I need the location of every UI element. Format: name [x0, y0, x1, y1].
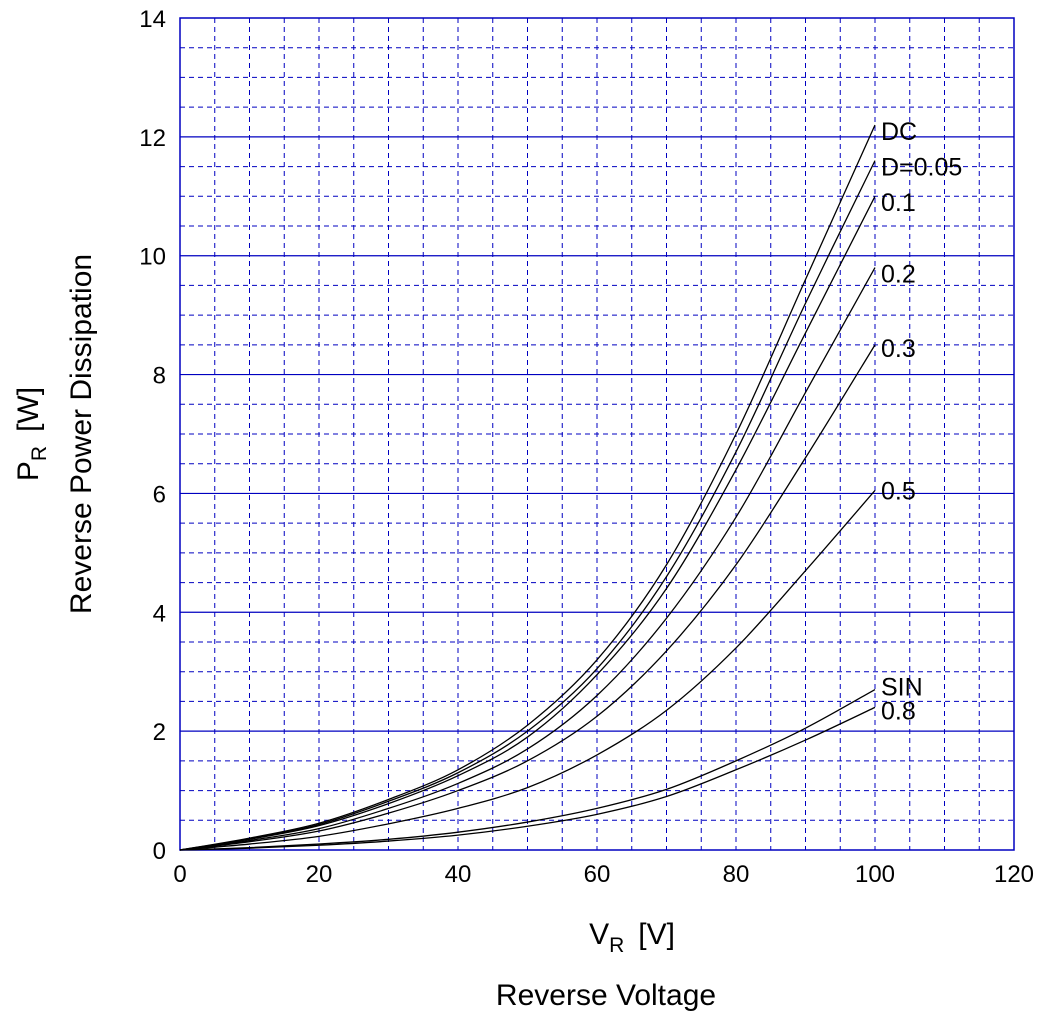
svg-text:VR[V]: VR [V]: [589, 918, 675, 957]
y-tick-label: 2: [153, 719, 166, 746]
x-axis-title: Reverse Voltage: [496, 979, 716, 1012]
plot-frame: [179, 17, 1015, 851]
series-label: SIN: [881, 674, 923, 702]
series-line: [179, 344, 876, 851]
x-axis-symbol: V: [589, 918, 609, 951]
y-axis-title: Reverse Power Dissipation: [65, 254, 98, 614]
series-line: [179, 124, 876, 851]
series-line: [179, 688, 876, 851]
series-line: [179, 490, 876, 851]
y-tick-label: 14: [139, 6, 166, 33]
x-tick-label: 40: [445, 861, 472, 888]
series-line: [179, 706, 876, 851]
y-axis-symbol: P: [12, 461, 45, 481]
x-tick-label: 60: [584, 861, 611, 888]
x-tick-label: 120: [994, 861, 1034, 888]
y-tick-label: 12: [139, 125, 166, 152]
series-label: DC: [881, 118, 917, 146]
series-label: 0.8: [881, 697, 916, 725]
x-tick-label: 20: [306, 861, 333, 888]
y-axis-label: PR [W] Reverse Power Dissipation: [12, 254, 98, 614]
series-label: D=0.05: [881, 154, 962, 182]
series-line: [179, 160, 876, 851]
series-label: 0.2: [881, 261, 916, 289]
y-axis-subscript: R: [28, 446, 51, 461]
grid: [180, 18, 1014, 850]
y-tick-label: 8: [153, 363, 166, 390]
series-label: 0.5: [881, 477, 916, 505]
curves: [179, 124, 876, 851]
x-tick-label: 80: [723, 861, 750, 888]
y-tick-label: 0: [153, 838, 166, 865]
svg-text:PR[W]: PR [W]: [12, 387, 51, 481]
series-line: [179, 195, 876, 851]
x-axis-subscript: R: [609, 934, 624, 957]
series-label: 0.3: [881, 335, 916, 363]
series-line: [179, 267, 876, 851]
y-axis-unit: [W]: [12, 387, 45, 432]
y-tick-label: 10: [139, 244, 166, 271]
x-tick-label: 100: [855, 861, 895, 888]
x-tick-label: 0: [173, 861, 186, 888]
x-axis-label: VR [V] Reverse Voltage: [496, 918, 716, 1012]
x-axis-unit: [V]: [638, 918, 675, 951]
y-tick-label: 6: [153, 481, 166, 508]
series-label: 0.1: [881, 189, 916, 217]
y-tick-label: 4: [153, 600, 166, 627]
tick-labels: 0 20 40 60 80 100 120 0 2 4 6 8 10 12 14: [139, 6, 1034, 888]
